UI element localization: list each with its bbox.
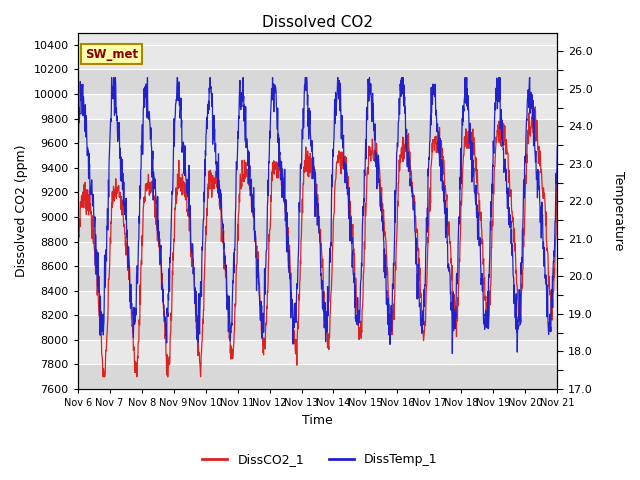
DissCO2_1 xyxy=(111,192,119,197)
Y-axis label: Temperature: Temperature xyxy=(612,171,625,251)
Bar xyxy=(77,315,557,340)
DissTemp_1 xyxy=(278,158,285,164)
Bar xyxy=(77,119,557,143)
Legend: DissCO2_1, DissTemp_1: DissCO2_1, DissTemp_1 xyxy=(197,448,443,471)
Bar xyxy=(77,241,557,266)
DissCO2_1 xyxy=(287,288,295,294)
Title: Dissolved CO2: Dissolved CO2 xyxy=(262,15,373,30)
Line: DissTemp_1: DissTemp_1 xyxy=(77,78,557,354)
DissCO2_1 xyxy=(99,374,107,380)
DissCO2_1 xyxy=(278,182,285,188)
DissCO2_1 xyxy=(347,213,355,219)
DissTemp_1 xyxy=(131,321,138,327)
X-axis label: Time: Time xyxy=(302,414,333,427)
DissTemp_1 xyxy=(74,144,81,149)
Bar xyxy=(77,364,557,389)
Y-axis label: Dissolved CO2 (ppm): Dissolved CO2 (ppm) xyxy=(15,144,28,277)
Bar xyxy=(77,94,557,119)
Bar xyxy=(77,70,557,94)
DissCO2_1 xyxy=(131,370,138,375)
DissCO2_1 xyxy=(74,248,81,253)
DissTemp_1 xyxy=(287,307,295,313)
Bar xyxy=(77,168,557,192)
Line: DissCO2_1: DissCO2_1 xyxy=(77,107,557,377)
DissTemp_1 xyxy=(111,82,119,87)
Bar xyxy=(77,291,557,315)
Bar xyxy=(77,266,557,291)
Bar xyxy=(77,45,557,70)
DissCO2_1 xyxy=(531,104,539,110)
DissTemp_1 xyxy=(296,190,304,195)
DissTemp_1 xyxy=(449,351,456,357)
DissTemp_1 xyxy=(554,144,561,150)
Bar xyxy=(77,192,557,217)
Bar xyxy=(77,217,557,241)
DissTemp_1 xyxy=(108,75,115,81)
DissCO2_1 xyxy=(296,276,304,282)
DissTemp_1 xyxy=(347,215,355,221)
Text: SW_met: SW_met xyxy=(85,48,138,60)
Bar xyxy=(77,143,557,168)
DissCO2_1 xyxy=(554,188,561,194)
Bar xyxy=(77,340,557,364)
